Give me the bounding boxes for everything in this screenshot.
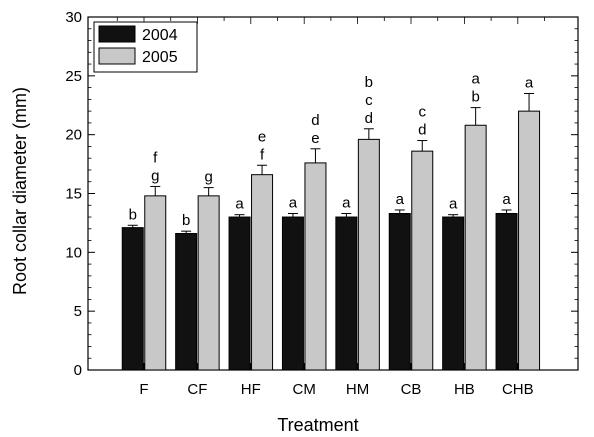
x-tick-label: CM [293, 381, 316, 398]
legend-swatch [98, 25, 136, 43]
significance-label: a [449, 196, 458, 213]
significance-label: b [471, 89, 479, 106]
x-tick-label: HF [241, 381, 261, 398]
significance-label: g [204, 169, 212, 186]
x-axis: F CF HF CM HM CB HB CHB [116, 17, 545, 398]
legend-label: 2004 [142, 27, 178, 44]
significance-label: d [311, 112, 319, 129]
x-tick-label: F [139, 381, 148, 398]
x-axis-label: Treatment [277, 415, 358, 435]
bar [251, 174, 274, 371]
x-tick-label: HM [346, 381, 369, 398]
significance-label: a [396, 191, 405, 208]
significance-label: a [289, 195, 298, 212]
bar [197, 195, 220, 371]
bar [411, 150, 434, 371]
significance-label: b [182, 212, 190, 229]
significance-label: g [151, 167, 159, 184]
y-axis: 0 5 10 15 20 25 30 [65, 9, 578, 379]
y-tick-label: 20 [65, 127, 82, 144]
bar [518, 110, 541, 371]
bar [357, 138, 380, 371]
significance-label: a [342, 195, 351, 212]
significance-label: f [260, 146, 265, 163]
y-axis-label: Root collar diameter (mm) [10, 87, 30, 295]
significance-label: d [365, 110, 373, 127]
bar [121, 227, 144, 371]
significance-label: b [365, 74, 373, 91]
bar [335, 216, 358, 371]
significance-label: e [258, 128, 266, 145]
legend-label: 2005 [142, 49, 178, 66]
significance-label: c [419, 104, 427, 121]
y-tick-label: 0 [74, 362, 82, 379]
bar [175, 233, 198, 371]
y-tick-label: 15 [65, 186, 82, 203]
bar [464, 124, 487, 371]
x-tick-label: HB [454, 381, 475, 398]
significance-label: a [471, 71, 480, 88]
significance-label: f [153, 149, 158, 166]
significance-label: d [418, 122, 426, 139]
bar [228, 216, 251, 371]
significance-label: a [502, 191, 511, 208]
legend: 2004 2005 [93, 21, 198, 73]
y-tick-label: 10 [65, 244, 82, 261]
y-tick-label: 30 [65, 9, 82, 26]
bar [304, 162, 327, 371]
significance-label: b [129, 206, 137, 223]
bar [388, 213, 411, 371]
bar [442, 216, 465, 371]
y-tick-label: 5 [74, 303, 82, 320]
significance-label: a [235, 196, 244, 213]
significance-label: a [525, 74, 534, 91]
y-tick-label: 25 [65, 68, 82, 85]
legend-swatch [98, 47, 136, 65]
significance-label: e [311, 130, 319, 147]
bar [281, 216, 304, 371]
bar [144, 195, 167, 371]
x-tick-label: CB [401, 381, 422, 398]
bar [495, 213, 518, 371]
significance-label: c [365, 92, 373, 109]
x-tick-label: CHB [502, 381, 534, 398]
x-tick-label: CF [187, 381, 207, 398]
bar-series [121, 92, 541, 371]
